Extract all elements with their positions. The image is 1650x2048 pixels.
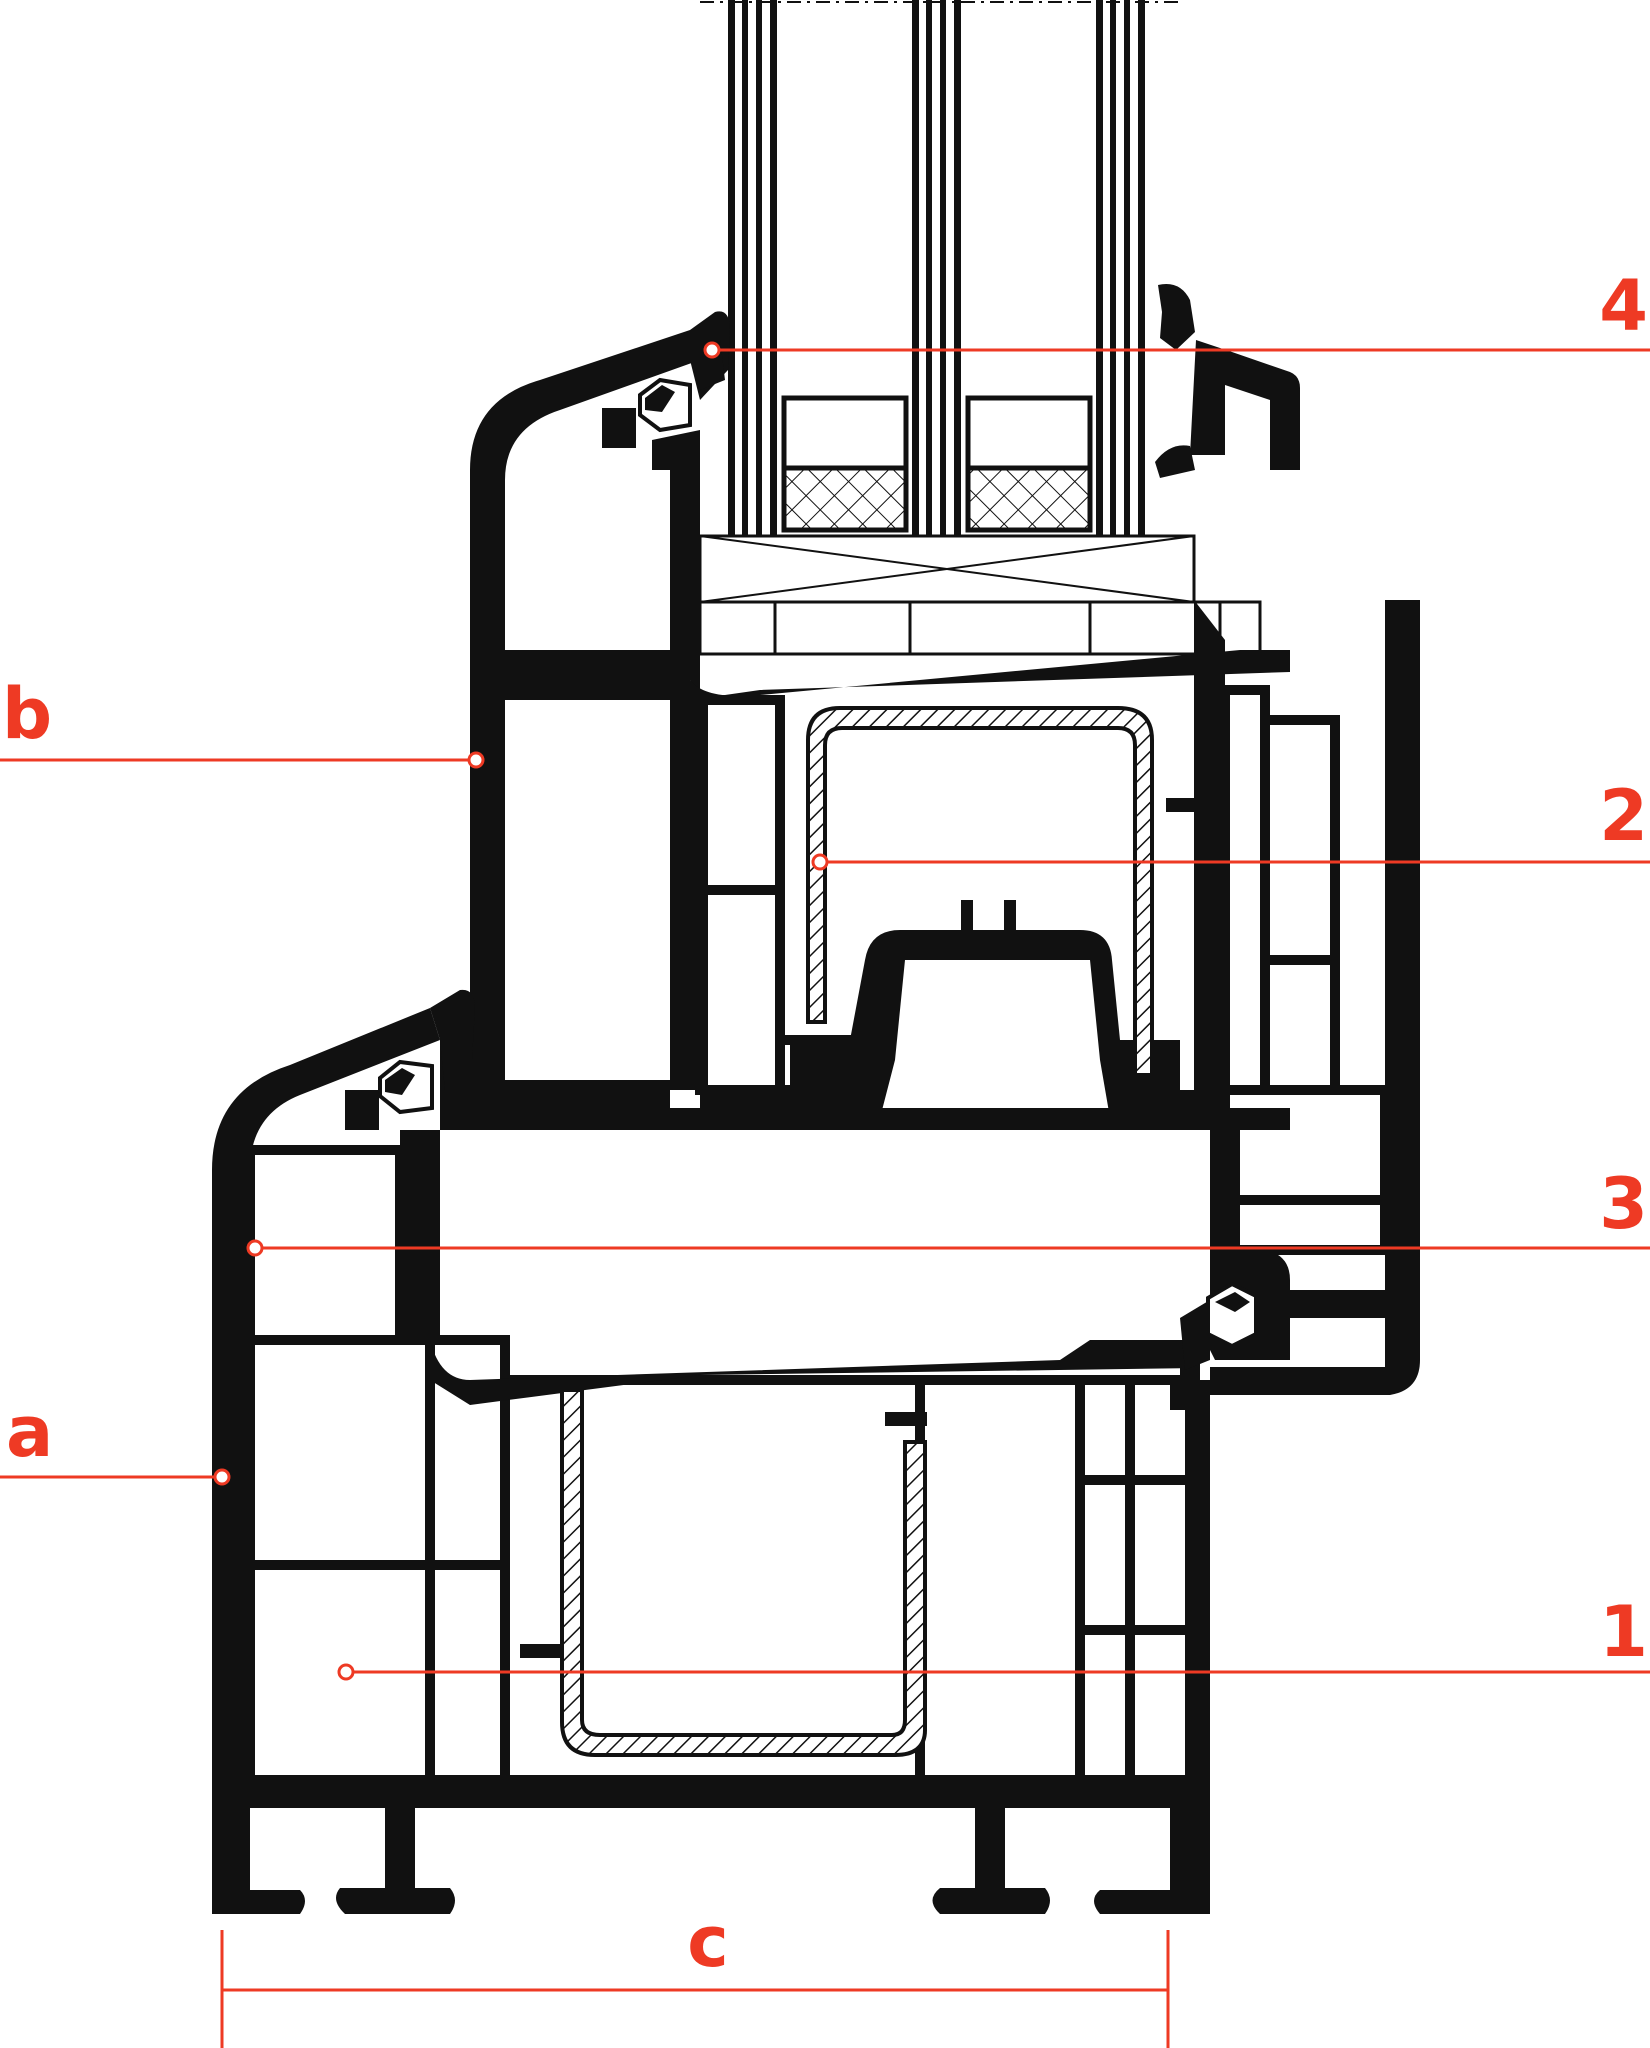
frame-middle-rail: [400, 1130, 440, 1340]
glass-pane-inner: [1096, 0, 1145, 540]
sash-outer-wall: [470, 330, 700, 1108]
frame-profile: [212, 600, 1420, 1914]
sash-glazing-rebate: [652, 430, 700, 700]
callout-label-b: b: [2, 673, 52, 755]
frame-reinforcement-chambers: [915, 1085, 1390, 1785]
callout-marker-b: [467, 751, 485, 769]
callout-label-4: 4: [1599, 265, 1648, 347]
callout-label-2: 2: [1599, 775, 1648, 857]
sash-steel-reinforcement: [806, 706, 1154, 1077]
callout-label-a: a: [6, 1391, 53, 1473]
callout-b: b: [0, 673, 485, 769]
sash-center-chamber: [700, 930, 1225, 1118]
callout-marker-2: [811, 853, 829, 871]
sash-right-wall: [1194, 600, 1225, 1108]
frame-left-chambers: [245, 1145, 925, 1785]
glazing-block: [698, 534, 1262, 656]
frame-top-wall: [440, 1040, 1210, 1130]
callout-marker-1: [337, 1663, 355, 1681]
glass-pane-outer: [728, 0, 777, 540]
glazing-bead: [1190, 340, 1300, 470]
frame-bottom-feet: [212, 1808, 1170, 1914]
callout-label-3: 3: [1599, 1163, 1648, 1245]
dimension-c: c: [220, 1901, 1170, 2048]
glazing-unit: [698, 0, 1262, 656]
callout-label-1: 1: [1599, 1591, 1648, 1673]
sash-inner-wall: [670, 690, 700, 1090]
callout-marker-a: [213, 1468, 231, 1486]
sash-bottom-rail: [505, 650, 1290, 700]
callout-label-c: c: [687, 1901, 729, 1983]
sash-lower-rail: [505, 1080, 670, 1108]
frame-outer-right-wall: [1210, 600, 1420, 1395]
glass-pane-middle: [912, 0, 961, 540]
callout-marker-4: [703, 341, 721, 359]
frame-outer-gasket: [345, 989, 475, 1130]
frame-bottom-of-middle-chamber: [430, 1340, 1200, 1405]
callout-marker-3: [246, 1239, 264, 1257]
frame-steel-reinforcement: [560, 1388, 927, 1757]
frame-bottom-wall: [250, 1380, 1210, 1914]
callout-2: 2: [811, 775, 1650, 871]
frame-outer-wall: [212, 1008, 440, 1914]
callout-1: 1: [337, 1591, 1650, 1681]
frame-inner-gasket: [1180, 1281, 1258, 1370]
callout-4: 4: [703, 265, 1650, 359]
callout-a: a: [0, 1391, 231, 1486]
callout-3: 3: [246, 1163, 1650, 1257]
frame-right-rail: [1290, 1290, 1385, 1318]
sash-right-chambers: [1220, 685, 1340, 1095]
spacer-bars: [781, 395, 1093, 533]
inner-glazing-bead-gasket: [1158, 284, 1195, 350]
